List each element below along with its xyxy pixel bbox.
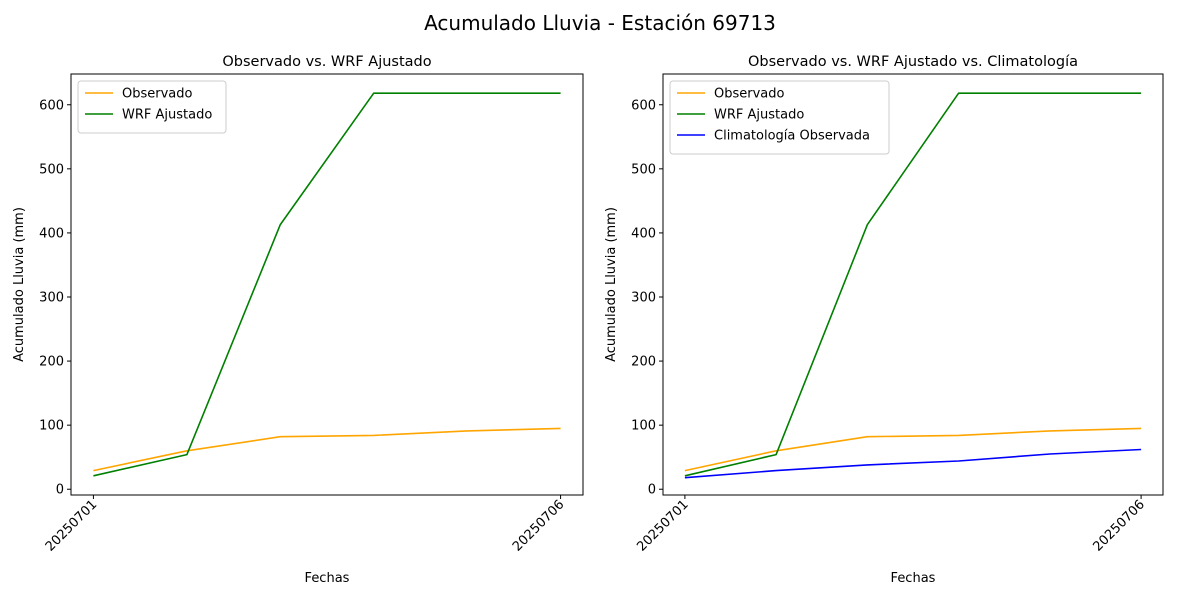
y-axis-label: Acumulado Lluvia (mm)	[604, 207, 619, 362]
legend-label: Observado	[714, 87, 785, 102]
y-tick-label: 0	[56, 483, 64, 498]
figure-suptitle: Acumulado Lluvia - Estación 69713	[424, 11, 776, 35]
x-axis-label: Fechas	[891, 571, 936, 586]
y-axis-label: Acumulado Lluvia (mm)	[12, 207, 27, 362]
chart-title: Observado vs. WRF Ajustado	[222, 54, 431, 70]
y-tick-label: 400	[631, 226, 656, 241]
y-tick-label: 400	[39, 226, 64, 241]
chart-panel-right: Observado vs. WRF Ajustado vs. Climatolo…	[604, 54, 1163, 586]
y-tick-label: 200	[39, 355, 64, 370]
legend-label: Observado	[122, 87, 193, 102]
y-tick-label: 500	[39, 162, 64, 177]
y-tick-label: 500	[631, 162, 656, 177]
chart-title: Observado vs. WRF Ajustado vs. Climatolo…	[748, 54, 1078, 70]
x-tick-label: 20250706	[1091, 497, 1148, 554]
plot-frame	[71, 74, 583, 495]
y-tick-label: 600	[39, 98, 64, 113]
series-line-climatolog-a-observada	[685, 450, 1141, 478]
x-tick-label: 20250706	[510, 497, 567, 554]
legend-label: WRF Ajustado	[122, 108, 212, 123]
y-tick-label: 0	[648, 483, 656, 498]
x-axis-label: Fechas	[305, 571, 350, 586]
series-line-observado	[93, 428, 560, 470]
x-tick-label: 20250701	[634, 497, 691, 554]
series-line-observado	[685, 428, 1141, 470]
y-tick-label: 300	[39, 290, 64, 305]
legend-label: WRF Ajustado	[714, 108, 804, 123]
y-tick-label: 100	[39, 419, 64, 434]
series-line-wrf-ajustado	[93, 93, 560, 476]
y-tick-label: 100	[631, 419, 656, 434]
y-tick-label: 200	[631, 355, 656, 370]
y-tick-label: 600	[631, 98, 656, 113]
y-tick-label: 300	[631, 290, 656, 305]
legend-label: Climatología Observada	[714, 129, 870, 144]
x-tick-label: 20250701	[43, 497, 100, 554]
chart-panel-left: Observado vs. WRF Ajustado 0 100 200 300 400 5…	[12, 54, 583, 586]
